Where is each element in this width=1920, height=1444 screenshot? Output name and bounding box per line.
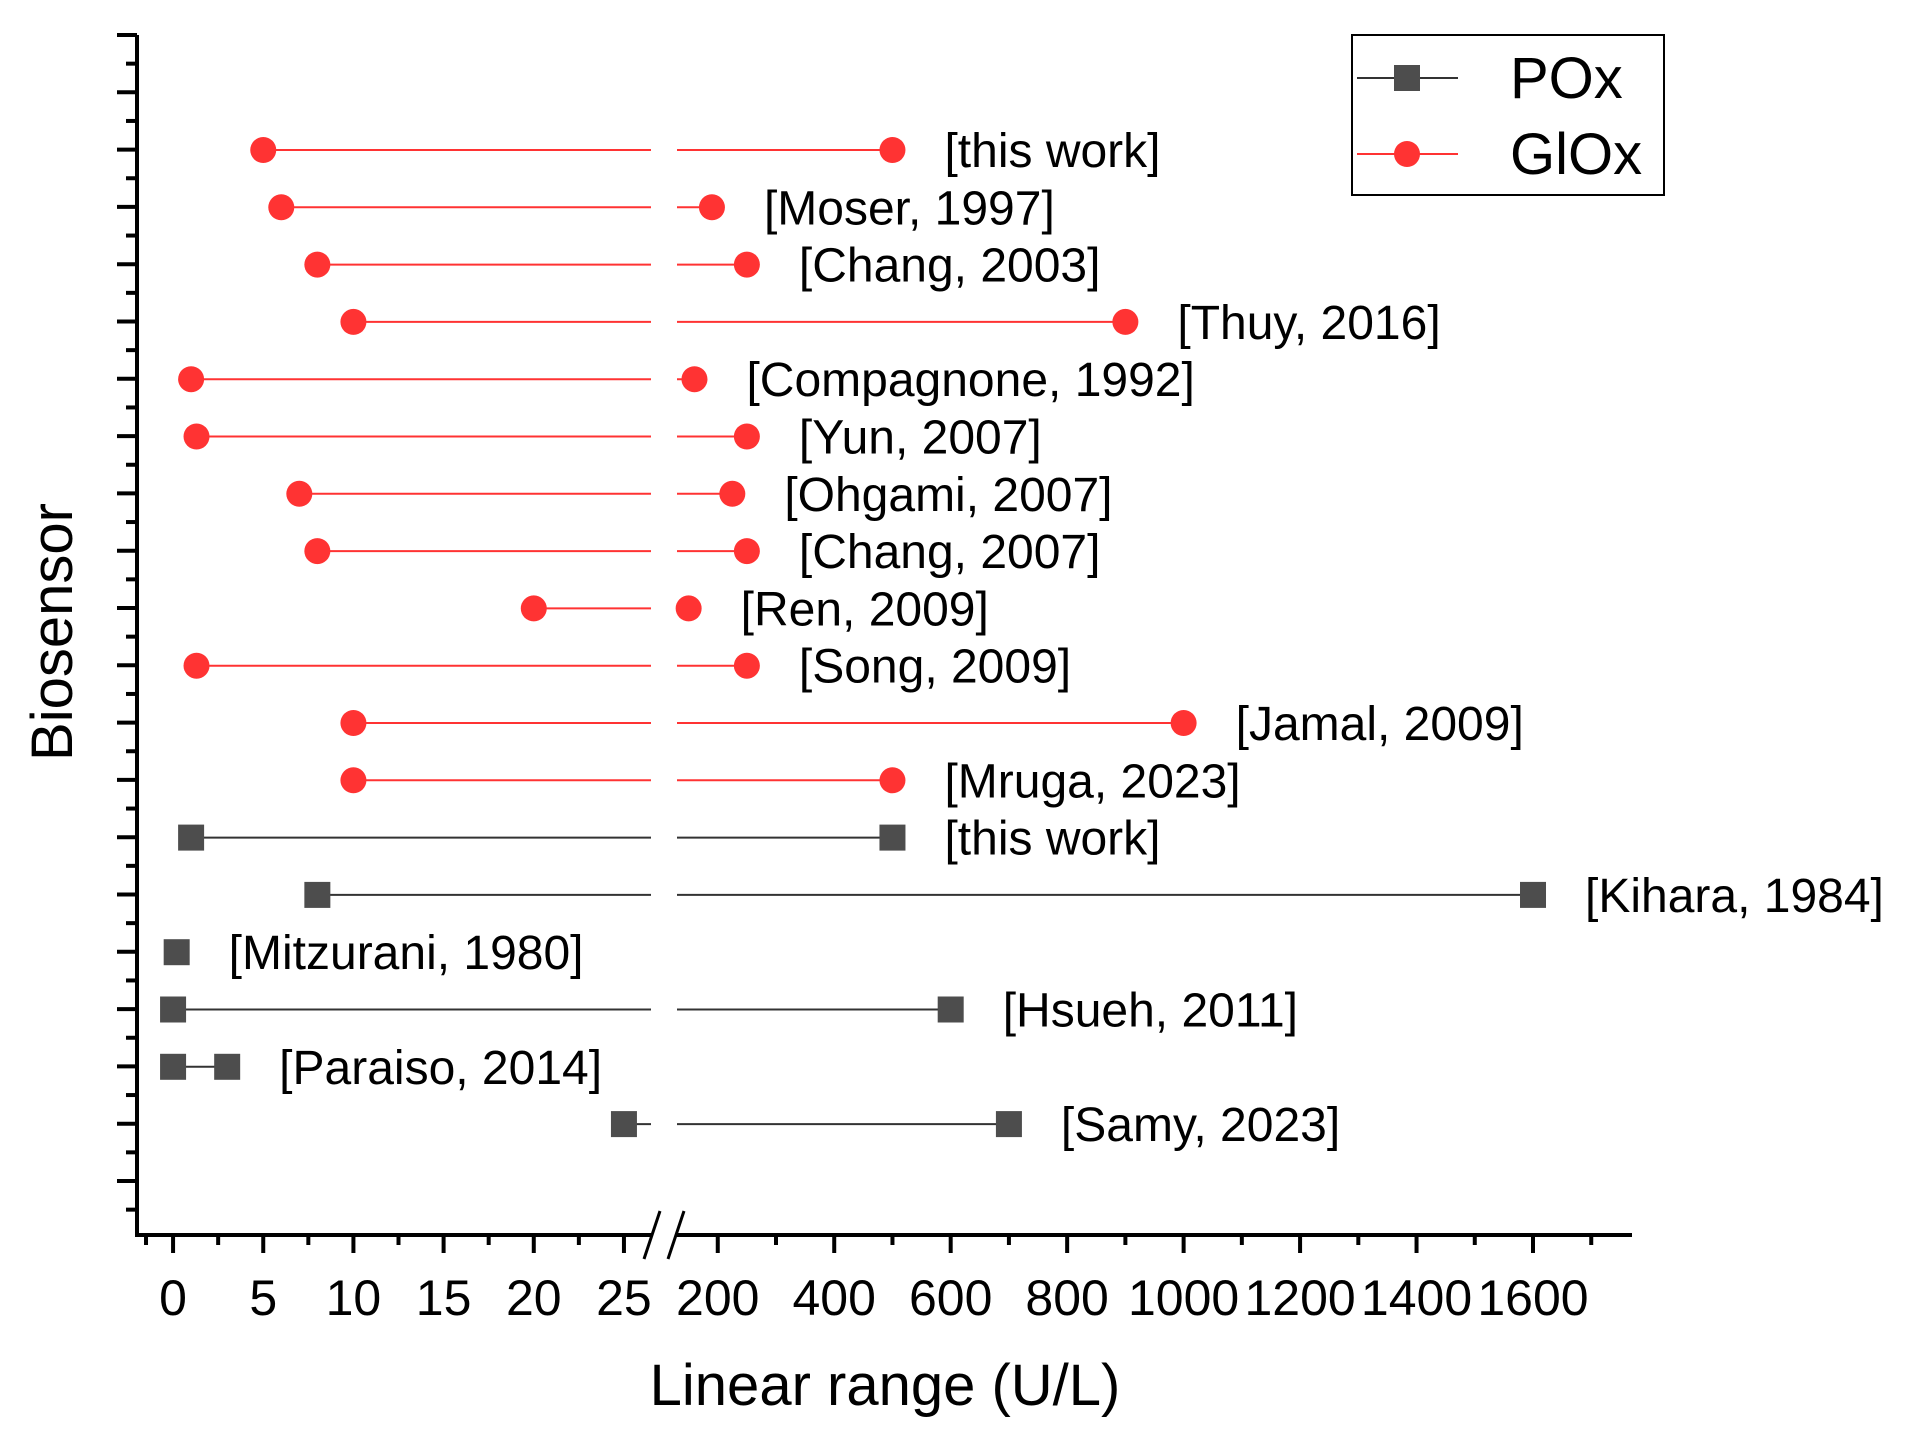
pox-low-point	[178, 825, 204, 851]
glox-low-point	[286, 481, 312, 507]
glox-low-point	[340, 767, 366, 793]
x-tick-label: 0	[159, 1270, 187, 1326]
glox-high-point	[676, 595, 702, 621]
glox-low-point	[178, 366, 204, 392]
x-tick-label: 20	[506, 1270, 562, 1326]
glox-high-point	[719, 481, 745, 507]
x-tick-label: 1400	[1361, 1270, 1472, 1326]
legend-circle-marker	[1394, 141, 1420, 167]
pox-high-point	[1520, 882, 1546, 908]
data-layer: [this work][Moser, 1997][Chang, 2003][Th…	[160, 125, 1884, 1152]
x-tick-label: 1200	[1244, 1270, 1355, 1326]
series-annotation: [Ren, 2009]	[741, 583, 989, 636]
glox-low-point	[304, 252, 330, 278]
series-annotation: [this work]	[944, 813, 1160, 866]
glox-low-point	[340, 309, 366, 335]
glox-high-point	[879, 767, 905, 793]
series-annotation: [Jamal, 2009]	[1236, 698, 1524, 751]
series-annotation: [Song, 2009]	[799, 641, 1071, 694]
x-tick-label: 25	[596, 1270, 652, 1326]
series-annotation: [Mruga, 2023]	[944, 755, 1240, 808]
series-annotation: [Chang, 2007]	[799, 526, 1101, 579]
x-tick-label: 1600	[1477, 1270, 1588, 1326]
x-axis-title: Linear range (U/L)	[650, 1353, 1121, 1418]
x-tick-label: 1000	[1128, 1270, 1239, 1326]
series-annotation: [this work]	[944, 125, 1160, 178]
pox-low-point	[611, 1111, 637, 1137]
pox-low-point	[160, 997, 186, 1023]
y-axis-title: Biosensor	[20, 503, 85, 761]
x-tick-label: 400	[793, 1270, 876, 1326]
glox-low-point	[184, 424, 210, 450]
x-tick-label: 600	[909, 1270, 992, 1326]
glox-high-point	[734, 653, 760, 679]
pox-high-point	[879, 825, 905, 851]
series-annotation: [Yun, 2007]	[799, 412, 1042, 465]
glox-high-point	[1171, 710, 1197, 736]
legend-label: POx	[1510, 46, 1623, 111]
pox-low-point	[164, 939, 190, 965]
pox-low-point	[304, 882, 330, 908]
x-tick-label: 15	[416, 1270, 472, 1326]
glox-low-point	[184, 653, 210, 679]
glox-high-point	[1112, 309, 1138, 335]
range-chart: 0 5 10 15 20 25 200 400 600 800 1000 1200 1400 1600 […	[0, 0, 1920, 1444]
x-tick-label: 5	[249, 1270, 277, 1326]
glox-high-point	[699, 194, 725, 220]
series-annotation: [Samy, 2023]	[1061, 1099, 1340, 1152]
glox-low-point	[268, 194, 294, 220]
series-annotation: [Ohgami, 2007]	[784, 469, 1112, 522]
glox-high-point	[734, 538, 760, 564]
legend-square-marker	[1394, 65, 1420, 91]
glox-high-point	[681, 366, 707, 392]
x-tick-label: 800	[1025, 1270, 1108, 1326]
legend: POx GlOx	[1352, 35, 1664, 195]
series-annotation: [Chang, 2003]	[799, 240, 1101, 293]
glox-high-point	[734, 252, 760, 278]
series-annotation: [Mitzurani, 1980]	[229, 927, 584, 980]
pox-high-point	[938, 997, 964, 1023]
glox-low-point	[340, 710, 366, 736]
pox-high-point	[214, 1054, 240, 1080]
series-annotation: [Compagnone, 1992]	[746, 354, 1194, 407]
pox-high-point	[996, 1111, 1022, 1137]
glox-high-point	[734, 424, 760, 450]
series-annotation: [Kihara, 1984]	[1585, 870, 1884, 923]
series-annotation: [Moser, 1997]	[764, 182, 1055, 235]
pox-low-point	[160, 1054, 186, 1080]
x-tick-label: 10	[326, 1270, 382, 1326]
series-annotation: [Thuy, 2016]	[1177, 297, 1440, 350]
glox-low-point	[304, 538, 330, 564]
x-tick-label: 200	[676, 1270, 759, 1326]
legend-label: GlOx	[1510, 122, 1642, 187]
series-annotation: [Hsueh, 2011]	[1003, 985, 1298, 1038]
glox-high-point	[879, 137, 905, 163]
glox-low-point	[250, 137, 276, 163]
glox-low-point	[521, 595, 547, 621]
series-annotation: [Paraiso, 2014]	[279, 1042, 602, 1095]
